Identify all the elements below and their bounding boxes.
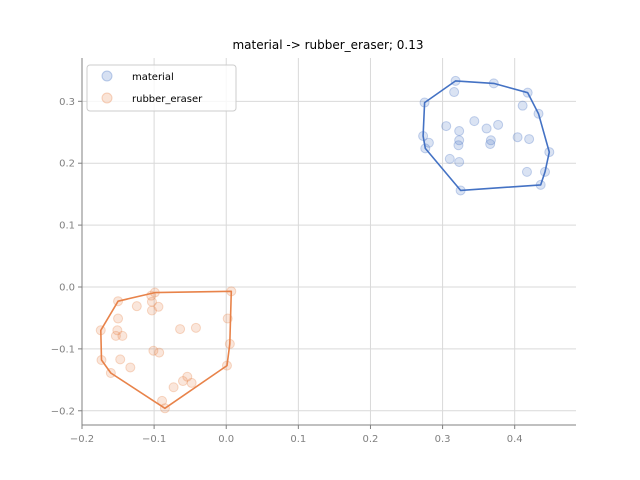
point-rubber-eraser <box>110 330 121 341</box>
y-tick-label: 0.0 <box>59 282 75 293</box>
point-material <box>444 153 455 164</box>
point-material <box>539 166 550 177</box>
point-rubber-eraser <box>226 286 237 297</box>
point-material <box>488 78 499 89</box>
y-tick-label: 0.1 <box>59 221 75 232</box>
point-material <box>533 108 544 119</box>
point-rubber-eraser <box>146 305 157 316</box>
point-material <box>441 121 452 132</box>
point-rubber-eraser <box>95 325 106 336</box>
point-rubber-eraser <box>117 330 128 341</box>
point-material <box>521 166 532 177</box>
point-rubber-eraser <box>175 324 186 335</box>
point-material <box>485 139 496 150</box>
point-rubber-eraser <box>112 325 123 336</box>
point-material <box>419 97 430 108</box>
x-tick-label: 0.2 <box>363 434 379 445</box>
series-hulls <box>100 80 551 410</box>
point-material <box>450 75 461 86</box>
x-tick-label: 0.0 <box>218 434 234 445</box>
point-rubber-eraser <box>186 377 197 388</box>
series-points <box>95 75 555 414</box>
point-material <box>535 179 546 190</box>
y-tick-label: 0.2 <box>59 159 75 170</box>
point-rubber-eraser <box>115 354 126 365</box>
y-tick-label: −0.1 <box>51 344 75 355</box>
point-material <box>469 116 480 127</box>
point-material <box>481 123 492 134</box>
point-rubber-eraser <box>182 371 193 382</box>
point-material <box>454 126 465 137</box>
x-axis-ticks: −0.2 −0.1 0.0 0.1 0.2 0.3 0.4 <box>70 425 523 445</box>
point-rubber-eraser <box>131 301 142 312</box>
point-rubber-eraser <box>113 313 124 324</box>
point-rubber-eraser <box>146 296 157 307</box>
point-rubber-eraser <box>168 382 179 393</box>
point-material <box>544 147 555 158</box>
point-rubber-eraser <box>221 360 232 371</box>
hull-material <box>422 80 551 192</box>
x-tick-label: −0.2 <box>70 434 94 445</box>
point-rubber-eraser <box>224 338 235 349</box>
point-rubber-eraser <box>105 368 116 379</box>
x-tick-label: 0.3 <box>435 434 451 445</box>
legend-marker-material <box>101 70 113 82</box>
point-material <box>524 134 535 145</box>
point-material <box>485 135 496 146</box>
y-tick-label: −0.2 <box>51 406 75 417</box>
point-material <box>453 140 464 151</box>
point-rubber-eraser <box>113 296 124 307</box>
point-material <box>420 143 431 154</box>
point-rubber-eraser <box>148 345 159 356</box>
legend-marker-rubber-eraser <box>101 92 113 104</box>
point-rubber-eraser <box>222 313 233 324</box>
point-material <box>517 100 528 111</box>
legend-label-material: material <box>132 72 174 83</box>
legend-label-rubber-eraser: rubber_eraser <box>132 94 203 105</box>
point-rubber-eraser <box>149 287 160 298</box>
grid-lines <box>81 58 576 425</box>
point-material <box>449 87 460 98</box>
x-tick-label: 0.4 <box>507 434 523 445</box>
point-material <box>454 156 465 167</box>
point-rubber-eraser <box>177 376 188 387</box>
y-axis-ticks: −0.2 −0.1 0.0 0.1 0.2 0.3 <box>51 97 82 417</box>
point-rubber-eraser <box>125 362 136 373</box>
point-material <box>522 87 533 98</box>
y-tick-label: 0.3 <box>59 97 75 108</box>
point-rubber-eraser <box>153 301 164 312</box>
point-rubber-eraser <box>96 355 107 366</box>
axes <box>81 58 576 426</box>
legend: material rubber_eraser <box>86 64 237 112</box>
point-material <box>418 130 429 141</box>
point-rubber-eraser <box>154 347 165 358</box>
point-rubber-eraser <box>157 395 168 406</box>
point-material <box>512 132 523 143</box>
point-material <box>493 119 504 130</box>
hull-rubber-eraser <box>100 290 233 410</box>
x-tick-label: 0.1 <box>290 434 306 445</box>
chart-title: material -> rubber_eraser; 0.13 <box>232 38 423 52</box>
point-rubber-eraser <box>146 290 157 301</box>
point-material <box>423 137 434 148</box>
point-rubber-eraser <box>159 403 170 414</box>
legend-frame <box>86 64 237 112</box>
x-tick-label: −0.1 <box>142 434 166 445</box>
point-material <box>454 135 465 146</box>
point-material <box>455 185 466 196</box>
point-rubber-eraser <box>190 322 201 333</box>
